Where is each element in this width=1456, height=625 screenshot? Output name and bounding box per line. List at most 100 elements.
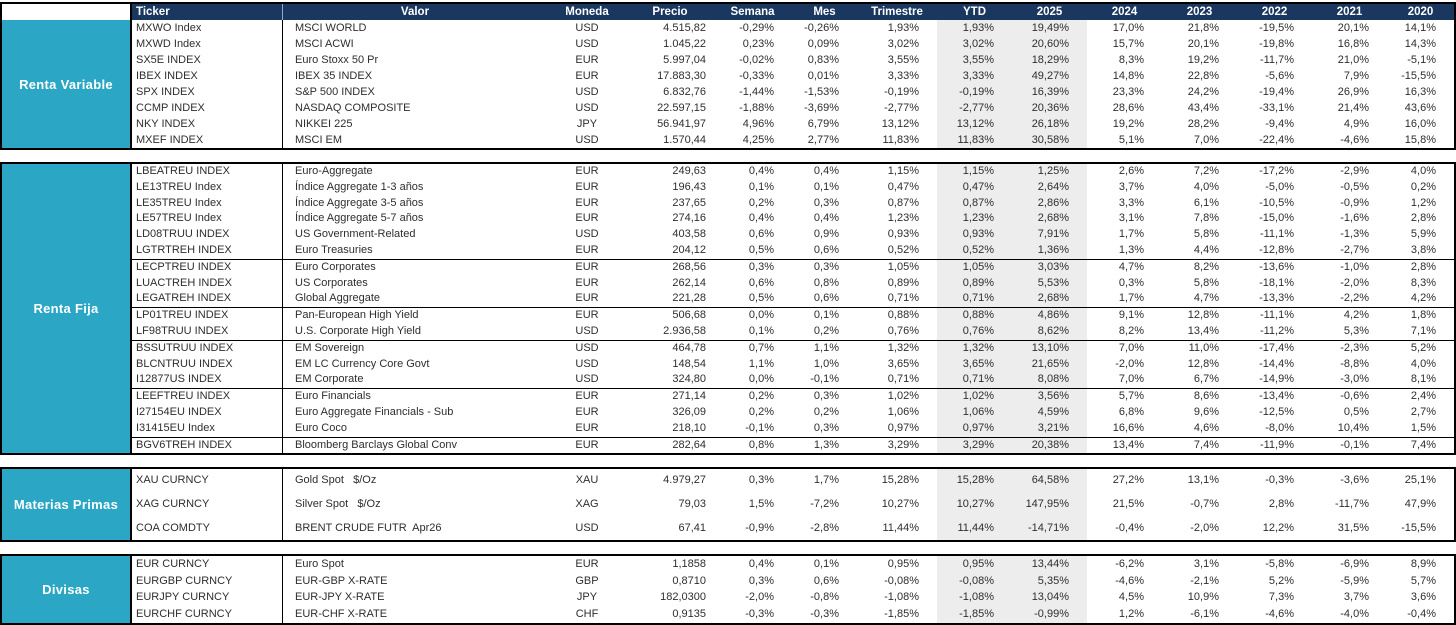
cell-semana[interactable]: -2,0% [745,591,774,604]
cell-moneda[interactable]: EUR [575,421,599,434]
cell-2025[interactable]: 7,91% [1012,227,1087,243]
cell-trimestre[interactable]: -1,85% [884,607,919,620]
cell-2024[interactable]: 19,2% [1112,118,1144,130]
cell-2022[interactable]: -5,0% [1265,180,1294,193]
cell-2021[interactable]: -5,9% [1340,574,1369,587]
cell-2023[interactable]: 8,2% [1193,260,1219,273]
cell-moneda[interactable]: EUR [575,309,599,322]
cell-2024[interactable]: -2,0% [1115,357,1144,370]
cell-ytd[interactable]: 10,27% [937,492,1012,517]
cell-2021[interactable]: -2,9% [1340,165,1369,177]
cell-mes[interactable]: 1,1% [813,341,839,354]
cell-ticker[interactable]: MXWD Index [132,36,283,52]
cell-2025[interactable]: 18,29% [1012,52,1087,68]
cell-ticker[interactable]: EURGBP CURNCY [132,572,283,590]
cell-2021[interactable]: -0,6% [1340,390,1369,403]
cell-2021[interactable]: -1,0% [1340,260,1369,273]
cell-2024[interactable]: 9,1% [1118,309,1144,322]
cell-precio[interactable]: 0,8710 [672,574,706,587]
cell-2023[interactable]: 4,6% [1193,421,1219,434]
cell-2021[interactable]: -4,0% [1340,607,1369,620]
cell-2025[interactable]: 8,08% [1012,372,1087,389]
cell-2023[interactable]: 4,4% [1193,243,1219,256]
cell-trimestre[interactable]: 0,97% [887,421,919,434]
table-row[interactable]: EUR CURNCY Euro Spot EUR 1,1858 0,4% 0,1% 0,95… [132,556,1454,573]
cell-ticker[interactable]: LECPTREU INDEX [132,259,283,276]
cell-moneda[interactable]: JPY [576,591,598,604]
cell-ytd[interactable]: 1,23% [937,211,1012,228]
cell-2022[interactable]: 5,2% [1268,574,1294,587]
cell-semana[interactable]: 0,3% [748,574,774,587]
cell-valor[interactable]: EM Corporate [295,373,364,386]
cell-mes[interactable]: 0,4% [813,165,839,177]
cell-ytd[interactable]: 1,93% [937,20,1012,36]
cell-2023[interactable]: 7,4% [1193,438,1219,451]
cell-ytd[interactable]: 0,76% [937,323,1012,340]
cell-2023[interactable]: 43,4% [1187,102,1219,114]
cell-2023[interactable]: 20,1% [1187,38,1219,50]
cell-ticker[interactable]: LUACTREH INDEX [132,275,283,292]
cell-2025[interactable]: 5,35% [1012,572,1087,590]
cell-precio[interactable]: 1.570,44 [663,134,706,146]
table-row[interactable]: I12877US INDEX EM Corporate USD 324,80 0,0% -… [132,372,1454,389]
cell-2025[interactable]: 2,68% [1012,211,1087,228]
cell-semana[interactable]: 4,25% [742,134,774,146]
cell-2023[interactable]: 7,0% [1193,134,1219,146]
cell-semana[interactable]: 0,5% [748,243,774,256]
cell-2025[interactable]: 13,44% [1012,556,1087,573]
cell-ytd[interactable]: 0,97% [937,420,1012,437]
cell-2022[interactable]: -22,4% [1259,134,1294,146]
cell-2020[interactable]: 4,0% [1410,165,1436,177]
cell-2025[interactable]: 1,25% [1012,164,1087,180]
cell-2020[interactable]: 16,3% [1404,86,1436,98]
cell-mes[interactable]: 0,83% [807,54,839,66]
cell-trimestre[interactable]: 1,05% [887,260,919,273]
cell-valor[interactable]: MSCI ACWI [295,38,354,50]
cell-semana[interactable]: 0,2% [748,196,774,209]
cell-ticker[interactable]: LE35TREU Index [132,195,283,212]
cell-2025[interactable]: 3,21% [1012,420,1087,437]
cell-2020[interactable]: 2,8% [1410,212,1436,225]
cell-semana[interactable]: 0,1% [748,180,774,193]
cell-2023[interactable]: -2,0% [1190,521,1219,534]
cell-2021[interactable]: 7,9% [1343,70,1369,82]
cell-semana[interactable]: 0,6% [748,276,774,289]
cell-precio[interactable]: 4.515,82 [663,22,706,34]
cell-2022[interactable]: -5,6% [1265,70,1294,82]
cell-valor[interactable]: BRENT CRUDE FUTR Apr26 [295,521,442,534]
cell-2025[interactable]: 2,86% [1012,195,1087,212]
table-row[interactable]: CCMP INDEX NASDAQ COMPOSITE USD 22.597,15 -1… [132,100,1454,116]
cell-mes[interactable]: 0,3% [813,390,839,403]
cell-mes[interactable]: 0,4% [813,212,839,225]
cell-moneda[interactable]: USD [575,228,599,241]
cell-moneda[interactable]: USD [575,521,599,534]
cell-2020[interactable]: 0,2% [1410,180,1436,193]
table-row[interactable]: LP01TREU INDEX Pan-European High Yield EUR… [132,308,1454,324]
cell-valor[interactable]: EUR-GBP X-RATE [295,574,388,587]
cell-trimestre[interactable]: 13,12% [881,118,919,130]
cell-2024[interactable]: 1,2% [1118,607,1144,620]
cell-2022[interactable]: -5,8% [1265,558,1294,571]
cell-2025[interactable]: 147,95% [1012,492,1087,517]
cell-2020[interactable]: 1,2% [1410,196,1436,209]
cell-valor[interactable]: Euro Aggregate Financials - Sub [295,405,454,418]
cell-trimestre[interactable]: 0,89% [887,276,919,289]
cell-ticker[interactable]: SPX INDEX [132,84,283,100]
cell-trimestre[interactable]: 3,65% [887,357,919,370]
cell-2024[interactable]: 23,3% [1112,86,1144,98]
column-header-2022[interactable]: 2022 [1261,6,1288,18]
cell-valor[interactable]: IBEX 35 INDEX [295,70,373,82]
cell-precio[interactable]: 4.979,27 [663,474,706,487]
cell-trimestre[interactable]: 3,29% [887,438,919,451]
cell-mes[interactable]: 2,77% [807,134,839,146]
cell-moneda[interactable]: EUR [575,558,599,571]
cell-2025[interactable]: 3,56% [1012,389,1087,405]
cell-precio[interactable]: 79,03 [678,497,706,510]
table-row[interactable]: I31415EU Index Euro Coco EUR 218,10 -0,1% 0,3… [132,420,1454,437]
cell-moneda[interactable]: USD [575,134,599,146]
cell-2021[interactable]: 4,9% [1343,118,1369,130]
cell-precio[interactable]: 22.597,15 [657,102,706,114]
cell-trimestre[interactable]: 15,28% [881,474,919,487]
cell-2022[interactable]: -11,1% [1259,228,1294,241]
cell-ytd[interactable]: 1,32% [937,340,1012,357]
